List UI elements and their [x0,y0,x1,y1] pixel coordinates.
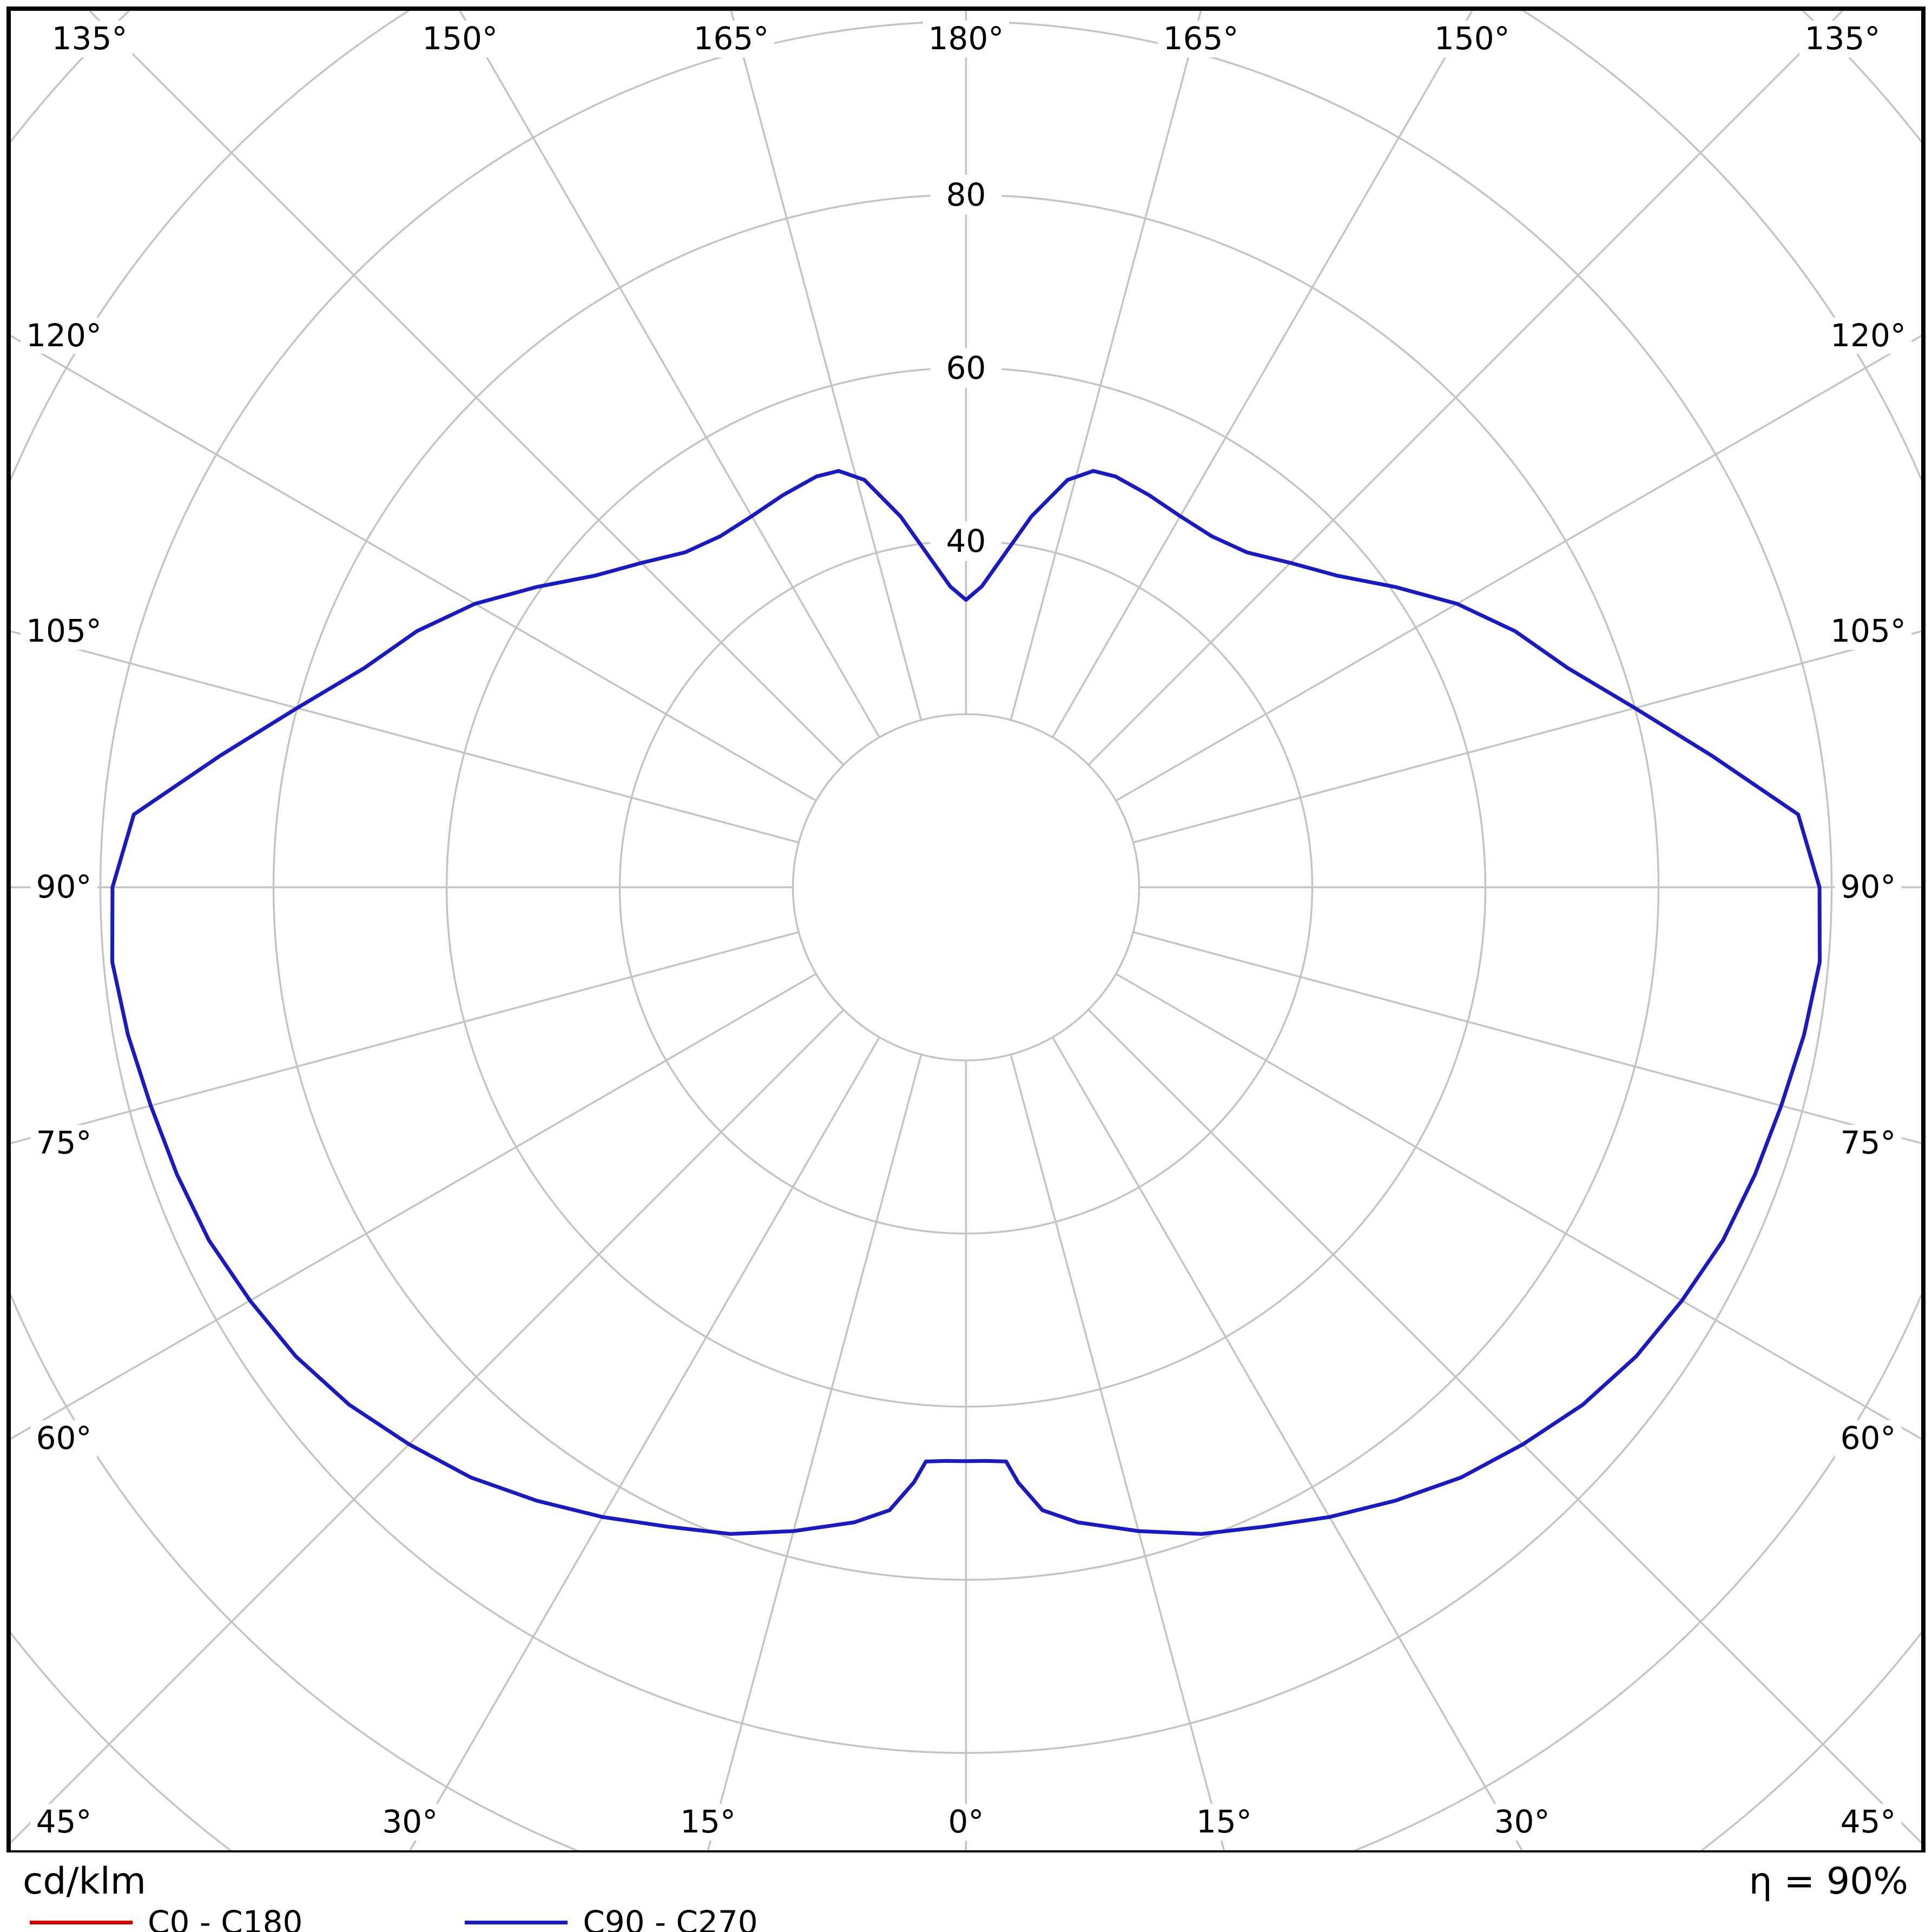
grid-spoke-135-right [1087,11,1843,766]
grid-spoke-30-right [1051,1037,1523,1850]
legend-label-c90-c270: C90 - C270 [583,1904,758,1932]
tick-label-80: 80 [946,176,986,213]
grid-spoke-15-left [707,1054,922,1850]
legend-swatch-c90-c270 [465,1920,568,1924]
tick-chip-60 [930,348,1002,388]
grid-spoke-120-right [1115,335,1921,802]
tick-chip-80 [930,175,1002,215]
grid-spoke-30-left [409,1037,881,1850]
chart-footer: cd/klm η = 90% C0 - C180 C90 - C270 [0,1852,1932,1932]
curve-C90-C270 [110,469,1822,1536]
grid-spoke-135-left [89,11,845,766]
grid-spoke-120-left [11,335,817,802]
grid-spoke-45-right [1087,1009,1921,1843]
grid-spoke-105-right [1133,630,1921,843]
units-label: cd/klm [23,1860,146,1903]
grid-spoke-15-right [1010,1054,1225,1850]
efficiency-label: η = 90% [1749,1860,1908,1903]
legend-label-c0-c180: C0 - C180 [148,1904,303,1932]
tick-label-40: 40 [946,523,986,559]
grid-spoke-150-right [1051,11,1473,738]
radial-tick-labels: 40 60 80 [930,175,1002,561]
grid-spoke-165-left [730,11,922,721]
legend-swatch-c0-c180 [30,1920,133,1924]
grid-spoke-105-left [11,630,799,843]
grid-circle-20 [792,713,1140,1061]
legend: C0 - C180 C90 - C270 [30,1907,758,1932]
grid-spoke-60-left [11,973,817,1440]
grid-spoke-75-left [11,931,799,1144]
legend-item-c90-c270: C90 - C270 [465,1904,758,1932]
legend-item-c0-c180: C0 - C180 [30,1907,302,1932]
tick-chip-40 [930,521,1002,561]
grid-spoke-60-right [1115,973,1921,1440]
tick-label-60: 60 [946,350,986,386]
grid-spoke-75-right [1133,931,1921,1144]
grid-spoke-150-left [459,11,881,738]
grid-spoke-45-left [11,1009,845,1843]
grid-spoke-165-right [1010,11,1202,721]
